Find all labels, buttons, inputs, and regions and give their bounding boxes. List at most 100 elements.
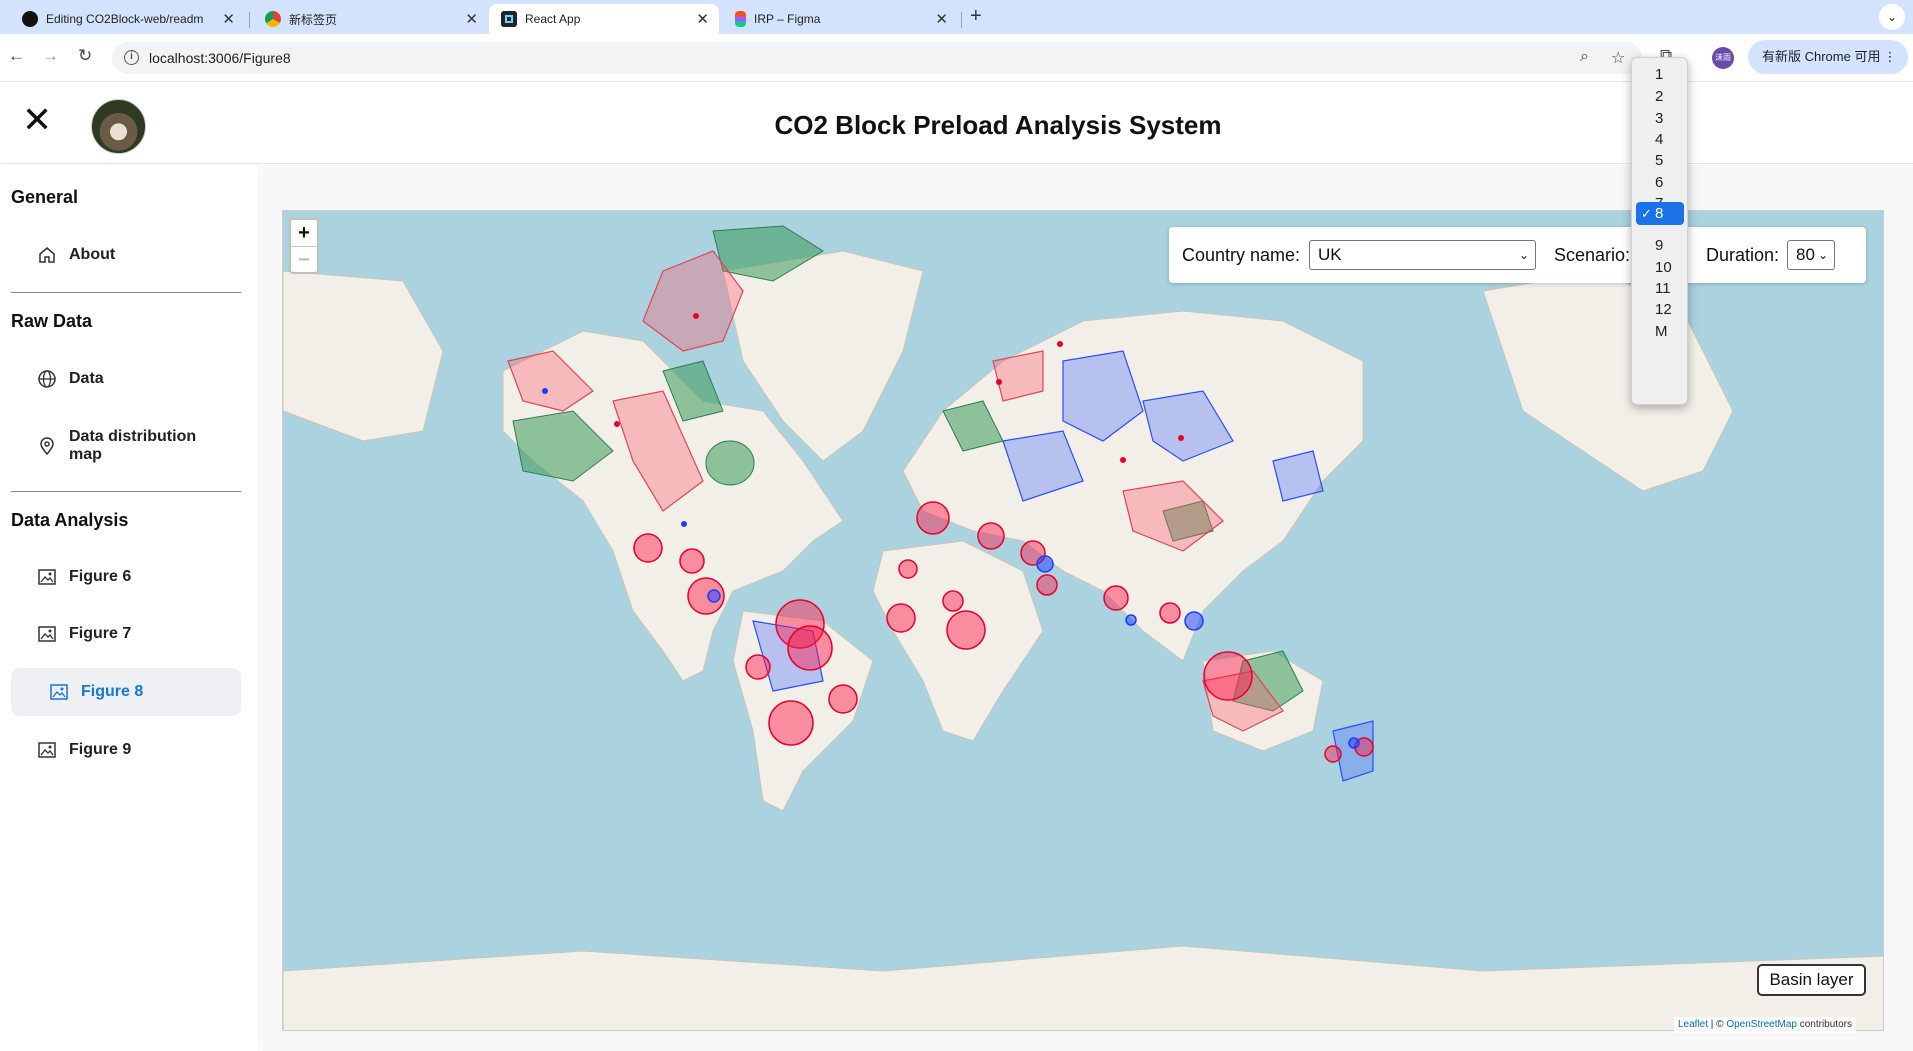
url-text[interactable]: localhost:3006/Figure8 xyxy=(149,50,291,66)
sidebar-item-label: Data distribution map xyxy=(69,428,197,463)
leaflet-link[interactable]: Leaflet xyxy=(1678,1019,1709,1030)
basin-red xyxy=(1122,480,1224,552)
chevron-down-icon: ⌄ xyxy=(1518,248,1529,262)
forward-arrow-icon[interactable]: → xyxy=(42,46,59,65)
home-icon xyxy=(39,247,55,263)
site-marker xyxy=(633,533,663,563)
zoom-out-button[interactable]: − xyxy=(291,246,317,272)
basin-red xyxy=(642,250,744,352)
address-bar[interactable]: i localhost:3006/Figure8 ⌕ ☆ xyxy=(112,42,1642,74)
zoom-magnifier-icon[interactable]: ⌕ xyxy=(1580,48,1589,65)
site-marker-blue xyxy=(1184,611,1204,631)
scenario-option[interactable]: 2 xyxy=(1655,88,1664,105)
scenario-option[interactable]: 4 xyxy=(1655,131,1664,148)
site-marker xyxy=(775,599,825,649)
country-select[interactable]: UK ⌄ xyxy=(1309,240,1536,270)
sidebar-item-data[interactable]: Data xyxy=(11,355,241,403)
basin-blue xyxy=(1062,350,1144,442)
tab-separator xyxy=(249,12,250,28)
close-icon[interactable]: ✕ xyxy=(22,99,53,140)
site-dot xyxy=(1120,457,1126,463)
osm-link[interactable]: OpenStreetMap xyxy=(1726,1019,1797,1030)
browser-tab-figma[interactable]: IRP – Figma ✕ xyxy=(723,4,958,34)
location-pin-icon xyxy=(40,437,54,456)
basin-layer-button[interactable]: Basin layer xyxy=(1757,964,1866,996)
scenario-option-selected[interactable]: ✓ 8 xyxy=(1636,202,1684,225)
site-marker xyxy=(1036,574,1058,596)
tab-title: 新标签页 xyxy=(289,12,338,27)
basin-green xyxy=(712,225,824,282)
site-marker xyxy=(977,522,1005,550)
sidebar-item-figure-9[interactable]: Figure 9 xyxy=(11,726,241,774)
scenario-option[interactable]: 3 xyxy=(1655,110,1664,127)
site-info-icon[interactable]: i xyxy=(124,50,139,65)
filter-panel: Country name: UK ⌄ Scenario: Duration: 8… xyxy=(1169,227,1866,283)
reload-icon[interactable]: ↻ xyxy=(78,46,93,65)
close-icon[interactable]: ✕ xyxy=(222,11,235,28)
avatar[interactable] xyxy=(91,99,146,154)
site-marker xyxy=(916,501,950,535)
landmass-eurasia xyxy=(902,310,1364,662)
scenario-option[interactable]: 10 xyxy=(1655,259,1672,276)
sidebar: General About Raw Data Data Data distrib… xyxy=(0,165,258,1051)
page-title: CO2 Block Preload Analysis System xyxy=(774,110,1222,140)
scenario-dropdown[interactable]: 1 2 3 4 5 6 7 ✓ 8 9 10 11 12 M xyxy=(1631,57,1688,405)
site-dot-blue xyxy=(681,521,687,527)
browser-tab-github[interactable]: Editing CO2Block-web/readm ✕ xyxy=(10,4,245,34)
back-arrow-icon[interactable]: ← xyxy=(8,46,25,65)
browser-tab-bar: Editing CO2Block-web/readm ✕ 新标签页 ✕ Reac… xyxy=(0,0,1913,34)
browser-toolbar: ← → ↻ i localhost:3006/Figure8 ⌕ ☆ ⧉ 沫雨 … xyxy=(0,34,1913,82)
divider xyxy=(11,292,241,293)
map-tiles xyxy=(283,225,1883,1030)
sidebar-item-data-distribution-map[interactable]: Data distribution map xyxy=(11,418,241,474)
bookmark-star-icon[interactable]: ☆ xyxy=(1611,50,1626,67)
scenario-option[interactable]: 9 xyxy=(1655,237,1664,254)
close-icon[interactable]: ✕ xyxy=(696,11,709,28)
site-marker xyxy=(768,700,814,746)
sidebar-item-about[interactable]: About xyxy=(11,231,241,279)
avatar[interactable]: 沫雨 xyxy=(1712,47,1734,69)
sidebar-item-figure-6[interactable]: Figure 6 xyxy=(11,553,241,601)
basin-red xyxy=(507,350,594,412)
scenario-option[interactable]: 11 xyxy=(1655,280,1671,297)
sidebar-item-label: Figure 7 xyxy=(69,625,132,642)
basin-blue xyxy=(1142,390,1234,462)
sidebar-item-label: Figure 9 xyxy=(69,741,132,758)
scenario-option[interactable]: 12 xyxy=(1655,301,1672,318)
chevron-down-icon: ⌄ xyxy=(1817,248,1828,262)
react-icon xyxy=(501,11,517,27)
scenario-option[interactable]: M xyxy=(1655,323,1668,340)
duration-label: Duration: xyxy=(1706,245,1780,265)
browser-tab-newtab[interactable]: 新标签页 ✕ xyxy=(253,4,488,34)
scenario-option[interactable]: 5 xyxy=(1655,152,1664,169)
basin-blue xyxy=(752,620,824,692)
site-dot xyxy=(996,379,1002,385)
chrome-update-button[interactable]: 有新版 Chrome 可用 ⋮ xyxy=(1748,40,1909,74)
more-vert-icon[interactable]: ⋮ xyxy=(1883,49,1897,64)
close-icon[interactable]: ✕ xyxy=(935,11,948,28)
country-label: Country name: xyxy=(1182,245,1301,265)
sidebar-item-figure-7[interactable]: Figure 7 xyxy=(11,610,241,658)
basin-red xyxy=(1202,670,1284,732)
duration-select[interactable]: 80 ⌄ xyxy=(1787,240,1835,270)
zoom-in-button[interactable]: + xyxy=(298,222,310,244)
new-tab-icon[interactable]: + xyxy=(970,5,982,27)
image-icon xyxy=(50,684,68,700)
browser-tab-react-app[interactable]: React App ✕ xyxy=(489,4,719,34)
basin-blue xyxy=(1272,450,1324,502)
site-marker-blue xyxy=(1348,737,1360,749)
update-label: 有新版 Chrome 可用 xyxy=(1762,49,1881,64)
landmass-greenland xyxy=(722,250,924,462)
tab-title: IRP – Figma xyxy=(754,12,821,26)
chevron-down-icon[interactable]: ⌄ xyxy=(1879,4,1905,30)
attribution-sep: | © xyxy=(1708,1019,1727,1030)
globe-icon xyxy=(38,370,56,388)
site-marker xyxy=(1103,585,1129,611)
scenario-option[interactable]: 6 xyxy=(1655,174,1664,191)
site-dot xyxy=(1057,341,1063,347)
site-dot xyxy=(614,421,620,427)
sidebar-item-figure-8[interactable]: Figure 8 xyxy=(11,668,241,716)
scenario-option[interactable]: 1 xyxy=(1655,66,1664,83)
close-icon[interactable]: ✕ xyxy=(465,11,478,28)
world-map[interactable] xyxy=(282,210,1884,1031)
